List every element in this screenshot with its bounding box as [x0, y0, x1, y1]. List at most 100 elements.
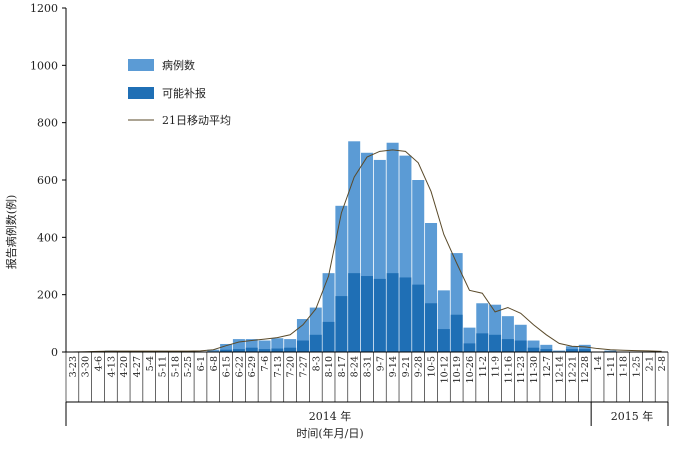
y-tick-label: 200: [37, 289, 58, 302]
x-tick-label: 9-14: [388, 356, 399, 377]
x-tick-label: 2-8: [657, 356, 668, 371]
legend-label-moving-average: 21日移动平均: [162, 114, 231, 127]
bar-supplement: [309, 334, 322, 352]
bar-supplement: [540, 349, 553, 352]
legend-swatch-supplement: [128, 87, 154, 99]
y-tick-label: 400: [37, 231, 58, 244]
x-tick-label: 1-11: [606, 356, 617, 377]
x-tick-label: 2-1: [644, 356, 655, 371]
x-tick-label: 12-7: [542, 356, 553, 377]
x-tick-label: 10-5: [427, 356, 438, 377]
bar-supplement: [271, 348, 284, 352]
bar-supplement: [565, 349, 578, 352]
y-axis: 0 200 400 600 800 1000 1200: [30, 2, 67, 359]
x-tick-label: 1-25: [631, 356, 642, 377]
bar-supplement: [578, 349, 591, 352]
x-tick-label: 7-27: [298, 356, 309, 377]
bar-supplement: [425, 303, 438, 352]
x-tick-label: 6-8: [209, 356, 220, 371]
x-tick-label: 8-31: [363, 356, 374, 377]
x-tick-label: 11-9: [491, 356, 502, 377]
bar-supplement: [399, 277, 412, 352]
bar-supplement: [527, 347, 540, 352]
bar-supplement: [450, 314, 463, 352]
legend-label-supplement: 可能补报: [162, 86, 206, 100]
y-tick-label: 0: [51, 346, 58, 359]
bar-supplement: [335, 296, 348, 352]
x-tick-label: 10-12: [439, 356, 450, 383]
x-tick-label: 8-17: [337, 356, 348, 377]
x-tick-label: 3-30: [81, 356, 92, 377]
x-tick-label: 5-4: [145, 356, 156, 371]
x-tick-label: 12-28: [580, 356, 591, 383]
x-tick-label: 6-15: [222, 356, 233, 377]
x-tick-label: 9-7: [375, 356, 386, 371]
x-tick-label: 12-14: [555, 356, 566, 383]
x-tick-label: 3-23: [68, 356, 79, 377]
bar-cases: [220, 343, 233, 352]
x-tick-label: 10-26: [465, 356, 476, 383]
x-tick-label: 8-10: [324, 356, 335, 377]
bar-supplement: [412, 284, 425, 352]
bar-supplement: [514, 340, 527, 352]
x-tick-label: 7-20: [286, 356, 297, 377]
x-tick-label: 9-21: [401, 356, 412, 377]
bar-supplement: [348, 273, 361, 352]
x-tick-label: 5-18: [170, 356, 181, 377]
bar-supplement: [284, 347, 297, 352]
x-tick-label: 5-11: [158, 356, 169, 377]
x-tick-label: 6-29: [247, 356, 258, 377]
x-tick-label: 12-21: [567, 356, 578, 383]
x-tick-label: 4-27: [132, 356, 143, 377]
bar-supplement: [489, 334, 502, 352]
bar-supplement: [463, 343, 476, 352]
bar-cases: [540, 344, 553, 352]
bar-supplement: [360, 276, 374, 352]
x-tick-label: 6-22: [234, 356, 245, 377]
bar-cases: [207, 349, 220, 352]
legend-label-cases: 病例数: [162, 58, 195, 72]
x-tick-label: 11-30: [529, 356, 540, 383]
bar-supplement: [232, 349, 245, 352]
y-axis-label: 报告病例数(例): [4, 195, 18, 270]
bar-supplement: [322, 321, 335, 352]
bar-supplement: [476, 333, 489, 352]
moving-average-line: [72, 149, 662, 353]
bar-cases: [578, 344, 591, 352]
bar-supplement: [501, 339, 514, 352]
bar-cases: [553, 350, 566, 352]
x-tick-label: 1-18: [619, 356, 630, 377]
bar-supplement: [220, 349, 233, 352]
bar-supplement: [373, 278, 386, 352]
bar-supplement: [296, 340, 309, 352]
x-tick-label: 4-20: [119, 356, 130, 377]
x-axis-label: 时间(年月/日): [296, 426, 363, 440]
x-tick-label: 8-3: [311, 356, 322, 371]
x-tick-label: 11-2: [478, 356, 489, 377]
bar-cases: [527, 340, 540, 352]
x-tick-label: 6-1: [196, 356, 207, 371]
legend: 病例数 可能补报 21日移动平均: [128, 58, 231, 127]
x-tick-label: 4-6: [94, 356, 105, 371]
bar-cases: [258, 340, 271, 352]
x-tick-label: 5-25: [183, 356, 194, 377]
x-tick-label: 11-23: [516, 356, 527, 383]
x-tick-label: 8-24: [350, 356, 361, 377]
x-tick-label: 1-4: [593, 356, 604, 371]
y-tick-label: 1000: [30, 59, 58, 72]
bar-supplement: [258, 349, 271, 352]
bar-cases: [604, 350, 617, 352]
bar-supplement: [245, 347, 258, 352]
bar-supplement: [437, 329, 450, 352]
year-label-2015: 2015 年: [611, 409, 654, 423]
bars: [92, 141, 617, 352]
x-tick-label: 10-19: [452, 356, 463, 383]
bar-supplement: [386, 273, 399, 352]
x-tick-label: 7-6: [260, 356, 271, 371]
y-tick-label: 800: [37, 117, 58, 130]
y-tick-label: 1200: [30, 2, 58, 15]
x-tick-label: 11-16: [503, 356, 514, 383]
y-tick-label: 600: [37, 174, 58, 187]
x-tick-label: 9-28: [414, 356, 425, 377]
